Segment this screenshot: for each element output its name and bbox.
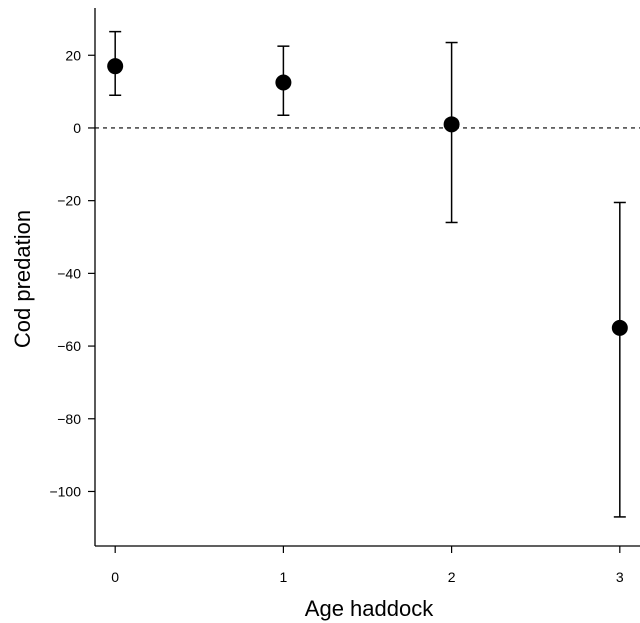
y-tick-label: 20	[65, 47, 81, 63]
x-tick-label: 0	[111, 569, 119, 585]
data-point	[443, 116, 460, 133]
x-tick-label: 1	[279, 569, 287, 585]
data-point	[611, 319, 628, 336]
x-tick-label: 2	[448, 569, 456, 585]
data-point	[275, 74, 292, 91]
y-tick-label: 0	[73, 120, 81, 136]
y-tick-label: −40	[57, 265, 81, 281]
y-tick-label: −20	[57, 193, 81, 209]
plot-area: 20 0 −20 −40 −60 −80 −100 0 1 2 3	[49, 8, 640, 585]
y-tick-label: −80	[57, 411, 81, 427]
data-point	[107, 58, 124, 75]
x-axis-title: Age haddock	[305, 596, 434, 621]
y-tick-label: −100	[49, 483, 81, 499]
y-axis-title: Cod predation	[10, 210, 35, 348]
y-tick-label: −60	[57, 338, 81, 354]
x-tick-label: 3	[616, 569, 624, 585]
